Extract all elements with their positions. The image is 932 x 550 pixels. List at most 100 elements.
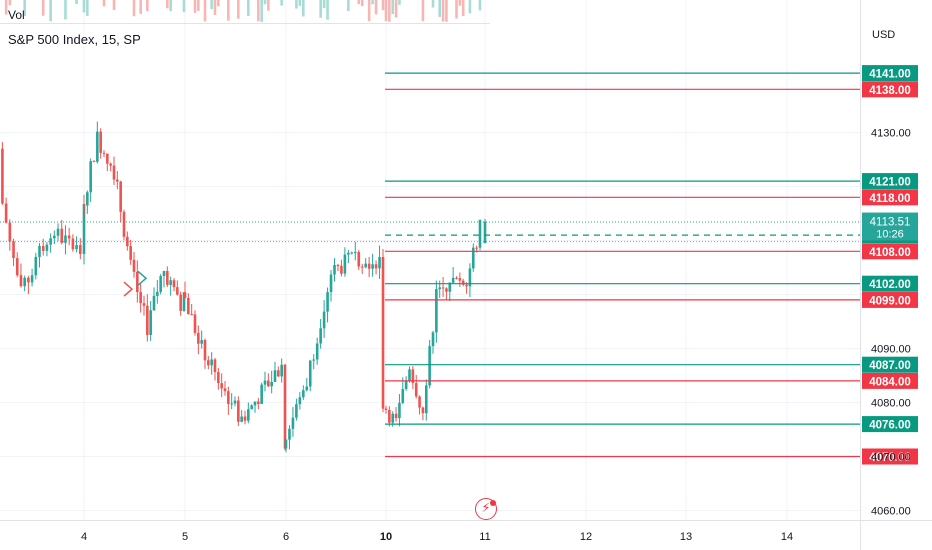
volume-bar	[398, 0, 401, 5]
candle-body	[451, 277, 455, 283]
candle-body	[357, 252, 361, 267]
time-tick-label[interactable]: 12	[580, 531, 592, 543]
candle-body	[27, 277, 30, 283]
candlesticks	[1, 121, 487, 453]
price-tick-label[interactable]: 4090.00	[871, 344, 911, 356]
candle-body	[273, 370, 277, 383]
volume-bar	[146, 0, 149, 12]
volume-bar	[322, 0, 326, 9]
candle-body	[267, 380, 270, 387]
candle-body	[367, 263, 371, 269]
candle-body	[305, 386, 309, 391]
volume-bar	[367, 0, 371, 22]
time-tick-label[interactable]: 5	[182, 531, 188, 543]
candle-body	[217, 372, 220, 384]
volume-bar	[360, 0, 364, 7]
candle-body	[391, 413, 395, 423]
volume-bar	[23, 0, 26, 17]
level-label-bg	[862, 291, 918, 308]
candle-body	[102, 152, 106, 154]
level-label[interactable]: 4099.00	[869, 295, 911, 307]
level-label[interactable]: 4084.00	[869, 376, 911, 388]
volume-bars	[0, 0, 490, 24]
level-label[interactable]: 4102.00	[869, 279, 911, 291]
level-label-bg	[862, 416, 918, 433]
time-axis[interactable]: 4 5 6 10 11 12 13 14	[0, 520, 932, 544]
volume-bar	[298, 0, 302, 6]
candle-body	[435, 289, 438, 333]
level-label[interactable]: 4087.00	[869, 360, 911, 372]
volume-bar	[384, 0, 388, 22]
candle-body	[471, 247, 475, 269]
volume-bar	[421, 0, 425, 22]
volume-bar	[193, 0, 197, 13]
grid	[0, 0, 860, 520]
price-tick-label[interactable]: 4080.00	[871, 398, 911, 410]
candle-body	[364, 263, 367, 268]
volume-bar	[458, 0, 462, 6]
candle-body	[213, 359, 217, 373]
level-label-bg	[862, 356, 918, 373]
volume-bar	[166, 0, 169, 9]
volume-bar	[210, 0, 213, 9]
volume-bar	[227, 0, 230, 21]
candle-body	[82, 204, 86, 254]
volume-bar	[169, 0, 172, 12]
candle-body	[308, 360, 312, 387]
candle-body	[159, 276, 162, 292]
volume-bar	[267, 0, 270, 11]
price-tick-label[interactable]: 4130.00	[871, 128, 911, 140]
level-label-bg	[862, 448, 918, 465]
currency-label[interactable]: USD	[872, 29, 896, 41]
candle-body	[475, 247, 478, 249]
volume-bar	[197, 0, 200, 11]
candle-body	[172, 280, 176, 288]
level-label[interactable]: 4121.00	[869, 177, 911, 189]
candle-body	[468, 268, 472, 287]
time-tick-label[interactable]: 10	[380, 531, 392, 543]
volume-bar	[102, 0, 106, 7]
last-price-label[interactable]: 4113.51	[870, 217, 911, 229]
symbol-legend[interactable]: S&P 500 Index, 15, SP	[8, 32, 141, 47]
level-label-bg	[862, 65, 918, 82]
time-tick-label[interactable]: 13	[680, 531, 692, 543]
candle-body	[197, 332, 200, 344]
time-tick-label[interactable]: 4	[81, 531, 87, 543]
level-label[interactable]: 4070.00	[869, 452, 911, 464]
time-tick-label[interactable]: 14	[781, 531, 793, 543]
volume-bar	[75, 0, 78, 5]
candle-body	[190, 314, 193, 316]
level-label[interactable]: 4118.00	[870, 193, 911, 205]
volume-bar	[295, 0, 298, 9]
time-tick-label[interactable]: 6	[283, 531, 289, 543]
candle-body	[4, 203, 8, 223]
candle-body	[250, 405, 253, 410]
volume-bar	[478, 0, 482, 11]
level-label-bg	[862, 189, 918, 206]
candle-body	[30, 275, 34, 283]
volume-bar	[302, 0, 305, 17]
level-label[interactable]: 4138.00	[869, 85, 911, 97]
candle-body	[78, 245, 82, 254]
volume-bar	[438, 0, 442, 17]
volume-bar	[371, 0, 374, 5]
horizontal-levels[interactable]: 4141.004138.004121.004118.004111.004108.…	[385, 65, 918, 465]
price-tick-label[interactable]: 4070.00	[871, 452, 911, 464]
candle-body	[45, 244, 49, 251]
candle-body	[34, 256, 38, 276]
candle-body	[183, 292, 187, 298]
signal-chevron	[123, 281, 134, 297]
candle-body	[237, 400, 240, 422]
time-tick-label[interactable]: 11	[479, 531, 490, 543]
candle-body	[243, 416, 247, 421]
price-tick-label[interactable]: 4060.00	[871, 506, 911, 518]
candle-body	[329, 274, 333, 293]
candle-body	[86, 192, 89, 206]
level-label[interactable]: 4108.00	[869, 247, 911, 259]
candle-body	[461, 280, 465, 285]
level-label[interactable]: 4076.00	[869, 420, 911, 432]
candle-body	[270, 382, 273, 387]
level-label[interactable]: 4141.00	[869, 69, 911, 81]
